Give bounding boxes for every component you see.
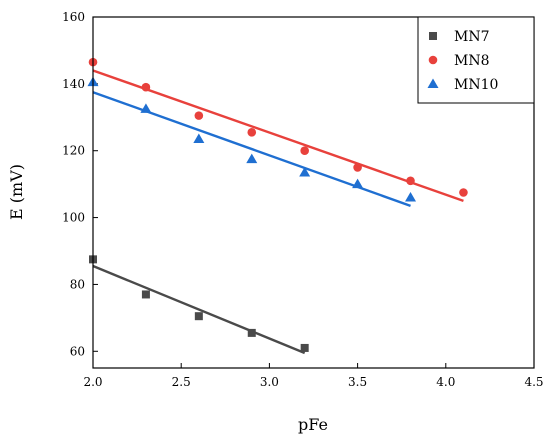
mn8-point bbox=[406, 176, 415, 186]
y-tick-label: 100 bbox=[62, 211, 85, 225]
mn10-point bbox=[405, 192, 417, 202]
x-tick-label: 4.0 bbox=[436, 375, 455, 389]
mn8-point bbox=[141, 82, 151, 92]
mn7-legend-label: MN7 bbox=[454, 29, 490, 45]
mn10-point bbox=[140, 103, 152, 113]
legend: MN7 MN8 MN10 bbox=[417, 16, 535, 104]
x-tick-label: 2.0 bbox=[83, 375, 102, 389]
y-tick-label: 160 bbox=[62, 10, 85, 24]
x-tick-label: 3.0 bbox=[260, 375, 279, 389]
y-tick-label: 60 bbox=[70, 344, 85, 358]
legend-box bbox=[417, 16, 535, 104]
mn7-point bbox=[247, 328, 256, 337]
mn10-point bbox=[352, 178, 364, 189]
mn7-point bbox=[141, 290, 150, 299]
y-tick-label: 140 bbox=[62, 77, 85, 91]
plot-frame bbox=[92, 16, 535, 369]
mn10-point bbox=[193, 133, 205, 144]
mn10-legend-label: MN10 bbox=[454, 77, 498, 93]
mn8-point bbox=[459, 188, 468, 197]
mn10-point bbox=[299, 166, 311, 177]
mn10-legend-marker bbox=[427, 78, 439, 88]
mn7-fit-line bbox=[92, 264, 306, 355]
y-tick-label: 80 bbox=[70, 277, 85, 291]
x-tick-label: 3.5 bbox=[348, 375, 367, 389]
y-tick-label: 120 bbox=[62, 144, 85, 158]
y-axis-title: E (mV) bbox=[7, 164, 26, 220]
x-axis-title: pFe bbox=[298, 415, 328, 434]
mn8-point bbox=[353, 163, 362, 172]
mn7-legend-marker bbox=[429, 32, 437, 40]
mn10-point bbox=[246, 153, 258, 164]
mn8-point bbox=[300, 146, 309, 156]
tick-labels: 2.0 2.5 3.0 3.5 4.0 4.5 60 80 100 120 140 160 bbox=[62, 10, 543, 389]
mn8-legend-marker bbox=[428, 55, 438, 65]
mn7-point bbox=[194, 312, 203, 321]
mn8-fit-line bbox=[92, 69, 464, 202]
x-tick-label: 2.5 bbox=[172, 375, 191, 389]
x-tick-label: 4.5 bbox=[524, 375, 543, 389]
mn8-point bbox=[247, 128, 257, 137]
mn8-point bbox=[194, 111, 204, 120]
mn7-point bbox=[300, 343, 309, 352]
mn8-legend-label: MN8 bbox=[454, 53, 490, 69]
mn10-fit-line bbox=[92, 91, 411, 208]
